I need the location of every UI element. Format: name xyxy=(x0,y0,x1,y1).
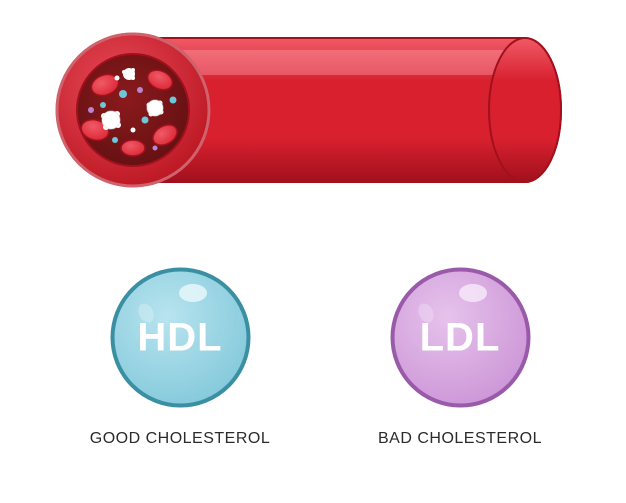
ldl-abbr: LDL xyxy=(420,315,501,360)
hdl-abbr: HDL xyxy=(137,315,222,360)
hdl-orb: HDL xyxy=(108,265,253,410)
artery-diagram xyxy=(55,30,565,190)
ldl-section: LDL BAD CHOLESTEROL xyxy=(360,265,560,448)
ldl-caption: BAD CHOLESTEROL xyxy=(360,430,560,448)
artery-highlight xyxy=(145,50,537,75)
artery-endcap xyxy=(489,38,561,182)
ldl-orb: LDL xyxy=(388,265,533,410)
hdl-caption: GOOD CHOLESTEROL xyxy=(80,430,280,448)
hdl-section: HDL GOOD CHOLESTEROL xyxy=(80,265,280,448)
